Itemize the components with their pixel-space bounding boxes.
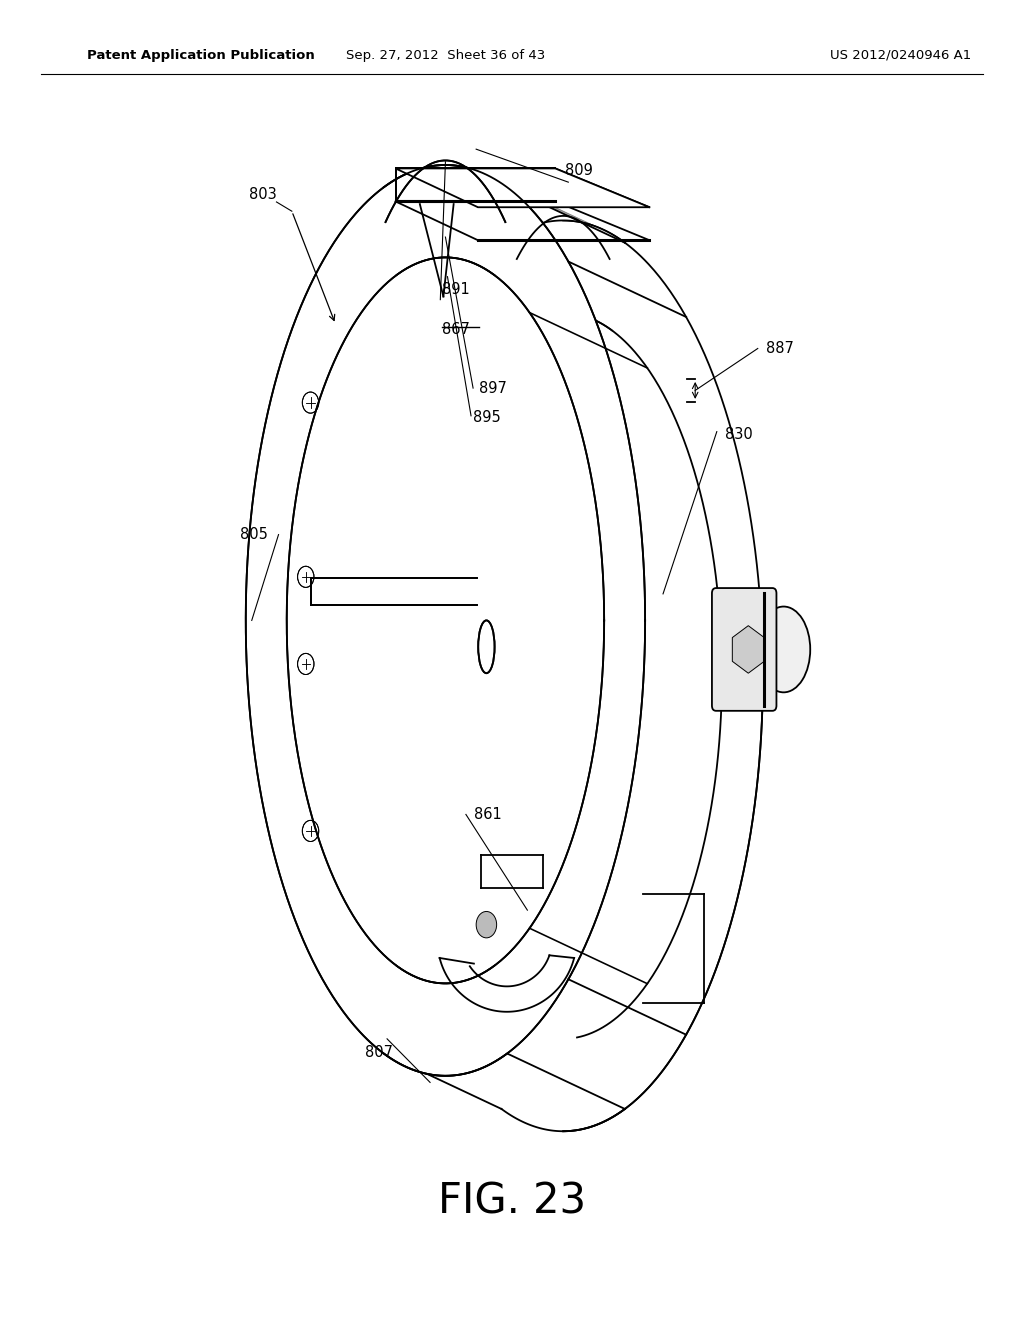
Text: 891: 891 [442,282,470,297]
Polygon shape [395,169,649,207]
Text: 830: 830 [725,426,753,442]
Polygon shape [246,165,645,1076]
Text: 861: 861 [474,807,502,822]
Text: US 2012/0240946 A1: US 2012/0240946 A1 [830,49,972,62]
FancyBboxPatch shape [712,589,776,710]
Text: 887: 887 [766,341,794,356]
Text: Patent Application Publication: Patent Application Publication [87,49,314,62]
Text: 867: 867 [442,322,470,337]
Polygon shape [732,626,764,673]
Polygon shape [384,165,625,243]
Text: 809: 809 [564,164,593,178]
Ellipse shape [476,911,497,937]
Text: Sep. 27, 2012  Sheet 36 of 43: Sep. 27, 2012 Sheet 36 of 43 [346,49,545,62]
Ellipse shape [757,607,810,692]
Text: 807: 807 [365,1045,393,1060]
Text: 897: 897 [479,380,507,396]
Text: 803: 803 [249,187,276,202]
Text: FIG. 23: FIG. 23 [438,1180,586,1222]
Text: 895: 895 [473,409,501,425]
Text: 805: 805 [241,527,268,543]
